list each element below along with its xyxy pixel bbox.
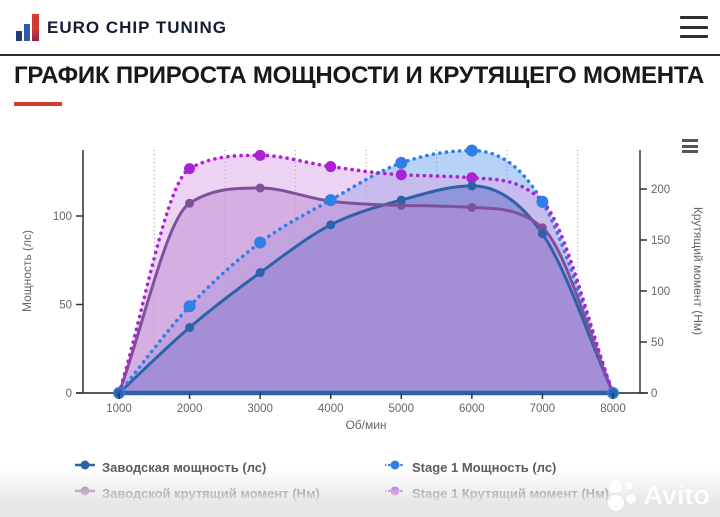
chart-context-menu-icon[interactable] <box>682 139 698 153</box>
watermark-text: Avito <box>643 479 711 510</box>
legend-label: Заводской крутящий момент (Нм) <box>102 485 320 501</box>
svg-text:3000: 3000 <box>247 403 273 415</box>
bar-chart-logo-icon <box>16 13 39 41</box>
svg-text:4000: 4000 <box>318 403 344 415</box>
chart[interactable]: 0 50 100 0 50 100 150 200 1000 2000 3000 4000 5000 60… <box>0 128 720 460</box>
brand-logo: EURO CHIP TUNING <box>16 13 227 41</box>
avito-logo-icon <box>607 479 640 511</box>
legend-marker-stage1-torque <box>383 484 407 502</box>
svg-text:100: 100 <box>53 211 72 223</box>
svg-text:Крутящий момент (Нм): Крутящий момент (Нм) <box>691 207 705 335</box>
svg-text:Об/мин: Об/мин <box>345 418 386 432</box>
chart-legend: Заводская мощность (лс) Stage 1 Мощность… <box>75 458 695 502</box>
title-section: ГРАФИК ПРИРОСТА МОЩНОСТИ И КРУТЯЩЕГО МОМ… <box>14 62 714 106</box>
legend-label: Stage 1 Мощность (лс) <box>412 459 557 475</box>
legend-label: Заводская мощность (лс) <box>102 459 267 475</box>
legend-label: Stage 1 Крутящий момент (Нм) <box>412 485 610 501</box>
legend-item-stage1-power[interactable]: Stage 1 Мощность (лс) <box>383 458 695 476</box>
svg-text:8000: 8000 <box>600 403 626 415</box>
svg-text:150: 150 <box>651 235 670 247</box>
legend-item-stock-power[interactable]: Заводская мощность (лс) <box>75 458 385 476</box>
svg-text:50: 50 <box>651 337 664 349</box>
header: EURO CHIP TUNING <box>0 0 720 56</box>
legend-item-stock-torque[interactable]: Заводской крутящий момент (Нм) <box>75 484 385 502</box>
page-title: ГРАФИК ПРИРОСТА МОЩНОСТИ И КРУТЯЩЕГО МОМ… <box>14 62 705 89</box>
svg-text:1000: 1000 <box>106 403 132 415</box>
svg-text:2000: 2000 <box>177 403 203 415</box>
svg-text:200: 200 <box>651 184 670 196</box>
legend-marker-stage1-power <box>383 458 407 476</box>
svg-text:5000: 5000 <box>388 403 414 415</box>
avito-watermark: Avito <box>607 479 711 511</box>
svg-text:0: 0 <box>66 388 72 400</box>
svg-text:0: 0 <box>651 388 657 400</box>
legend-marker-stock-torque <box>75 484 95 502</box>
title-underline <box>14 102 62 106</box>
svg-text:6000: 6000 <box>459 403 485 415</box>
svg-text:100: 100 <box>651 286 670 298</box>
legend-marker-stock-power <box>75 458 95 476</box>
brand-name: EURO CHIP TUNING <box>47 18 228 37</box>
svg-text:50: 50 <box>59 300 72 312</box>
hamburger-menu-icon[interactable] <box>680 16 708 38</box>
svg-text:7000: 7000 <box>530 403 556 415</box>
svg-text:Мощность (лс): Мощность (лс) <box>20 230 34 312</box>
